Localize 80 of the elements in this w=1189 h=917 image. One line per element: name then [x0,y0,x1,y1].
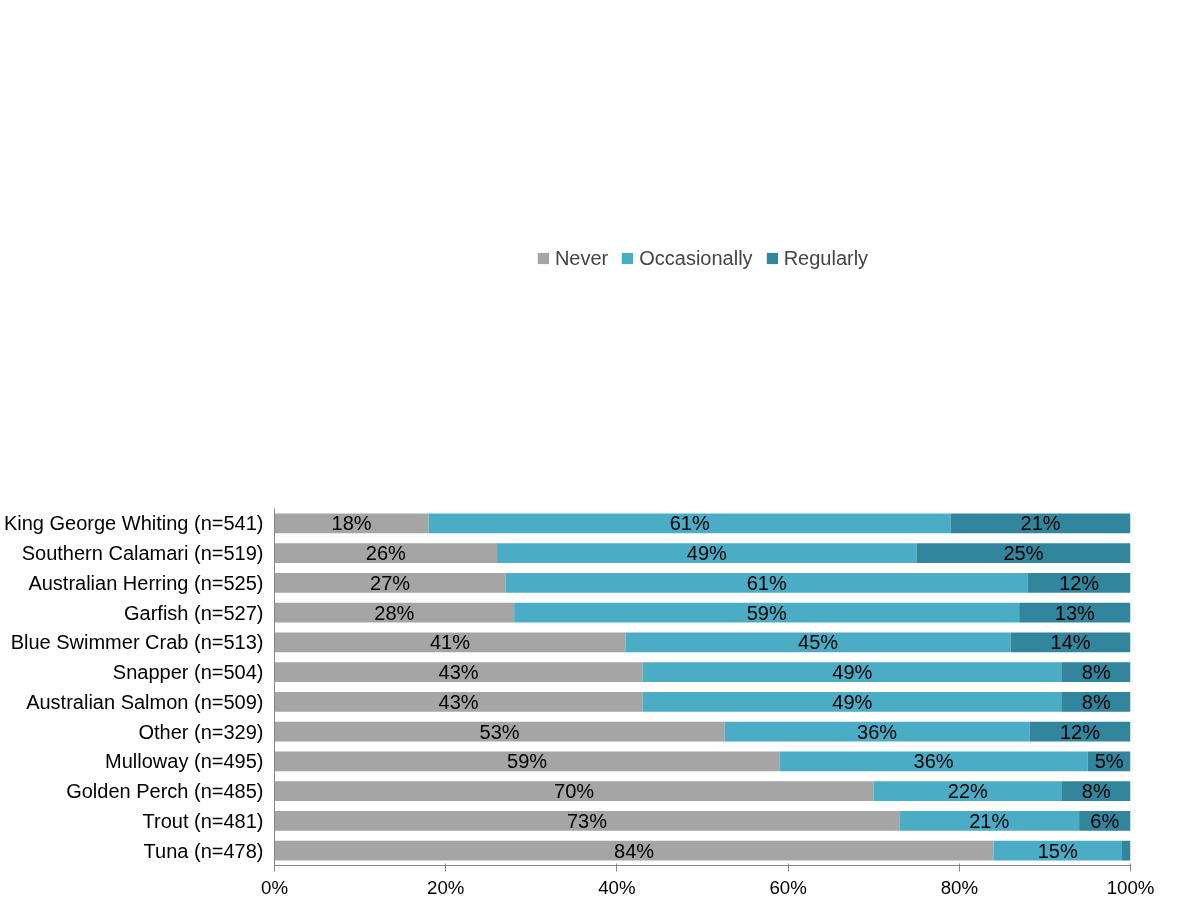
data-label: 36% [913,750,954,773]
bar [274,721,725,742]
data-label: 28% [374,601,415,624]
data-label: 61% [669,512,710,535]
data-label: 53% [479,720,520,743]
bar [274,692,643,712]
y-tick-label: Garfish (n=527) [123,601,264,624]
x-tick-label: 80% [940,876,978,898]
data-label: 25% [1003,542,1044,565]
bar [274,543,498,563]
x-tick-label: 40% [598,876,636,898]
y-tick-label: Golden Perch (n=485) [66,780,264,803]
bar [642,692,1063,712]
bar [497,543,917,563]
data-label: 49% [686,542,728,565]
bar [514,602,1020,623]
y-tick-label: Australian Herring (n=525) [28,571,264,594]
data-label: 13% [1054,601,1096,624]
data-label: 73% [566,809,608,832]
bar [274,602,515,623]
y-tick-label: Other (n=329) [138,720,264,743]
y-tick-label: Tuna (n=478) [143,839,264,862]
data-label: 49% [832,661,873,684]
data-label: 45% [798,631,839,654]
bar [916,543,1131,563]
legend-label: Regularly [783,246,869,270]
data-label: 8% [1081,780,1111,803]
data-label: 59% [507,750,548,773]
y-tick-label: Southern Calamari (n=519) [21,542,264,565]
bar [274,781,874,801]
bar [274,632,626,653]
data-label: 61% [746,571,787,594]
y-tick-label: Mulloway (n=495) [105,750,264,773]
y-tick-label: Blue Swimmer Crab (n=513) [10,631,264,654]
data-label: 15% [1037,839,1078,862]
data-label: 22% [947,780,989,803]
data-label: 21% [1020,512,1061,535]
bar [899,811,1080,831]
x-tick-label: 100% [1106,876,1155,898]
y-tick-label: Snapper (n=504) [112,661,264,684]
bar [274,811,900,831]
data-label: 26% [365,542,407,565]
y-tick-label: King George Whiting (n=541) [3,512,264,535]
data-label: 84% [614,839,655,862]
legend-label: Never [554,246,609,270]
data-label: 12% [1059,571,1100,594]
data-label: 6% [1090,809,1120,832]
data-label: 70% [554,780,595,803]
data-label: 43% [438,661,479,684]
data-label: 14% [1050,631,1091,654]
bar [724,721,1030,742]
legend-label: Occasionally [639,246,753,270]
bar [274,840,994,861]
data-label: 49% [832,690,873,713]
bar [274,751,780,772]
y-tick-label: Australian Salmon (n=509) [26,690,264,713]
data-label: 41% [429,631,471,654]
data-label: 59% [746,601,787,624]
x-tick-label: 0% [261,876,288,898]
x-tick-label: 60% [769,876,807,898]
bar [428,513,951,534]
bar [1121,840,1131,861]
data-label: 43% [438,690,479,713]
bar [642,662,1063,682]
data-label: 5% [1094,750,1124,773]
data-label: 27% [370,571,411,594]
y-tick-label: Trout (n=481) [142,809,264,832]
data-label: 8% [1081,690,1111,713]
data-label: 8% [1081,661,1111,684]
bar [873,781,1063,801]
bar [274,662,643,682]
data-label: 21% [969,809,1010,832]
bar [274,573,506,593]
data-label: 18% [331,512,372,535]
bar [625,632,1011,653]
data-label: 36% [857,720,898,743]
x-tick-label: 20% [427,876,465,898]
bar [505,573,1028,593]
bar [779,751,1088,772]
data-label: 12% [1059,720,1101,743]
